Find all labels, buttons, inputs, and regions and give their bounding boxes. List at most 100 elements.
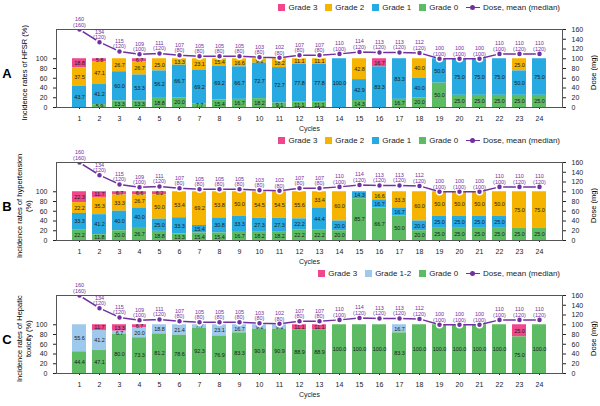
svg-text:0: 0	[572, 237, 576, 244]
svg-text:110(100): 110(100)	[333, 40, 346, 52]
svg-text:11.8: 11.8	[94, 234, 104, 240]
svg-text:111(120): 111(120)	[153, 173, 166, 185]
svg-text:5: 5	[158, 248, 162, 255]
svg-text:15: 15	[356, 248, 364, 255]
svg-text:50.0: 50.0	[494, 201, 505, 207]
svg-text:3: 3	[118, 248, 122, 255]
svg-text:18.2: 18.2	[274, 233, 285, 239]
svg-text:44.4: 44.4	[74, 359, 85, 365]
svg-text:113(120): 113(120)	[393, 172, 406, 184]
svg-text:9.1: 9.1	[256, 324, 264, 330]
svg-text:25.0: 25.0	[494, 231, 505, 237]
svg-text:22: 22	[496, 115, 504, 122]
svg-text:160(160): 160(160)	[73, 282, 86, 294]
svg-text:105(80): 105(80)	[195, 176, 205, 188]
svg-text:16.7: 16.7	[234, 233, 245, 239]
svg-text:102(80): 102(80)	[275, 44, 285, 56]
svg-text:16.7: 16.7	[394, 209, 405, 215]
svg-text:115(120): 115(120)	[113, 171, 126, 183]
svg-text:13.3: 13.3	[174, 59, 185, 65]
svg-text:18.8: 18.8	[74, 60, 85, 66]
svg-text:80: 80	[40, 198, 48, 205]
svg-text:6: 6	[178, 248, 182, 255]
svg-text:102(80): 102(80)	[275, 177, 285, 189]
svg-text:16.7: 16.7	[374, 201, 385, 207]
svg-text:21: 21	[476, 115, 484, 122]
svg-text:113(120): 113(120)	[393, 39, 406, 51]
svg-text:26.7: 26.7	[134, 231, 145, 237]
svg-text:23.1: 23.1	[194, 61, 205, 67]
svg-text:111(120): 111(120)	[153, 40, 166, 52]
svg-text:7: 7	[198, 248, 202, 255]
svg-text:1: 1	[78, 115, 82, 122]
svg-text:100.0: 100.0	[373, 346, 387, 352]
svg-text:100: 100	[36, 321, 48, 328]
svg-text:25.0: 25.0	[474, 231, 485, 237]
svg-text:69.2: 69.2	[214, 80, 225, 86]
svg-text:160: 160	[572, 292, 584, 299]
svg-text:15.4: 15.4	[214, 234, 225, 240]
svg-text:18.8: 18.8	[154, 100, 165, 106]
svg-text:110(120): 110(120)	[533, 40, 546, 52]
svg-text:8: 8	[218, 381, 222, 388]
svg-text:75.0: 75.0	[514, 207, 525, 213]
svg-text:6.7: 6.7	[136, 323, 144, 329]
svg-text:54.5: 54.5	[274, 202, 285, 208]
svg-text:2: 2	[98, 381, 102, 388]
svg-text:55.6: 55.6	[74, 335, 85, 341]
svg-text:0: 0	[44, 237, 48, 244]
svg-text:109(100): 109(100)	[133, 307, 146, 319]
svg-text:77.8: 77.8	[294, 80, 305, 86]
svg-text:11: 11	[276, 248, 283, 255]
svg-text:66.7: 66.7	[374, 221, 385, 227]
svg-text:110(100): 110(100)	[493, 40, 506, 52]
svg-text:60: 60	[572, 340, 580, 347]
svg-text:25.0: 25.0	[154, 222, 165, 228]
svg-text:9.1: 9.1	[256, 58, 264, 64]
svg-text:66.7: 66.7	[234, 80, 245, 86]
svg-text:109(100): 109(100)	[133, 174, 146, 186]
svg-text:16: 16	[376, 115, 384, 122]
svg-text:110(100): 110(100)	[493, 173, 506, 185]
svg-text:20.0: 20.0	[174, 99, 185, 105]
svg-text:17: 17	[396, 381, 404, 388]
svg-text:105(80): 105(80)	[215, 176, 225, 188]
svg-text:20.0: 20.0	[114, 232, 125, 238]
svg-text:107(80): 107(80)	[295, 175, 305, 187]
svg-text:100(100): 100(100)	[453, 178, 466, 190]
svg-text:20.0: 20.0	[414, 223, 425, 229]
svg-text:25.0: 25.0	[474, 98, 485, 104]
svg-text:100.0: 100.0	[433, 346, 447, 352]
svg-text:107(80): 107(80)	[315, 175, 325, 187]
svg-text:14: 14	[336, 381, 344, 388]
svg-text:83.3: 83.3	[374, 84, 385, 90]
svg-text:18.8: 18.8	[154, 233, 165, 239]
svg-text:114(120): 114(120)	[353, 38, 366, 50]
svg-text:3: 3	[118, 115, 122, 122]
svg-text:110(100): 110(100)	[333, 306, 346, 318]
svg-text:20.0: 20.0	[334, 232, 345, 238]
svg-text:13: 13	[316, 248, 324, 255]
svg-text:110(120): 110(120)	[513, 306, 526, 318]
svg-text:112(120): 112(120)	[413, 172, 426, 184]
svg-text:40.0: 40.0	[414, 85, 425, 91]
svg-text:25.0: 25.0	[454, 231, 465, 237]
svg-text:75.0: 75.0	[534, 207, 545, 213]
svg-text:50.0: 50.0	[454, 201, 465, 207]
svg-text:26.7: 26.7	[114, 62, 125, 68]
svg-text:40.0: 40.0	[134, 214, 145, 220]
svg-text:40: 40	[572, 217, 580, 224]
svg-text:40: 40	[40, 217, 48, 224]
svg-text:22.2: 22.2	[314, 232, 325, 238]
svg-text:75.0: 75.0	[534, 74, 545, 80]
svg-text:16.7: 16.7	[374, 60, 385, 66]
svg-text:60: 60	[572, 207, 580, 214]
svg-text:56.2: 56.2	[154, 81, 165, 87]
svg-text:80: 80	[40, 331, 48, 338]
svg-text:81.2: 81.2	[154, 350, 165, 356]
svg-text:Cycles: Cycles	[299, 391, 321, 399]
svg-text:47.1: 47.1	[94, 359, 105, 365]
svg-text:16.7: 16.7	[394, 100, 405, 106]
svg-text:73.3: 73.3	[134, 352, 145, 358]
svg-text:72.7: 72.7	[274, 82, 285, 88]
